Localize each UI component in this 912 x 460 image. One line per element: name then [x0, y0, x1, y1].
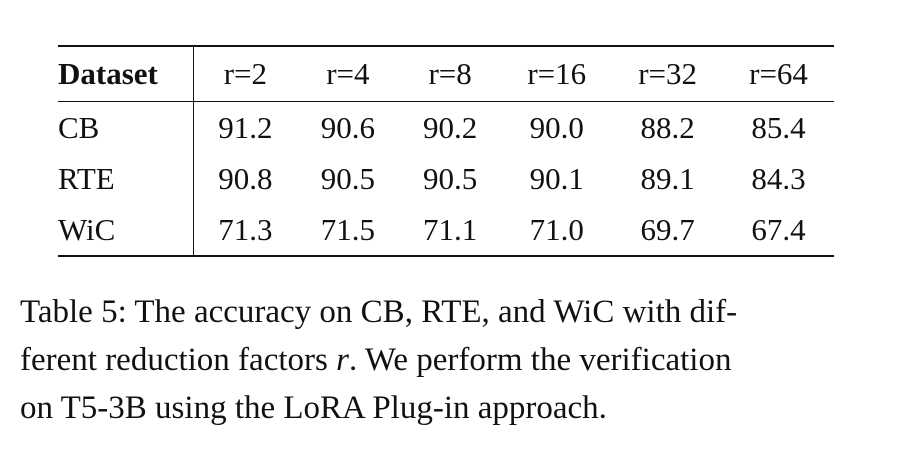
- table-cell: 90.5: [423, 160, 478, 196]
- caption-line-3: on T5-3B using the LoRA Plug-in approach…: [20, 390, 607, 426]
- caption-line-1: Table 5: The accuracy on CB, RTE, and Wi…: [20, 294, 738, 330]
- table-header-row: Dataset r=2 r=4 r=8 r=16 r=32 r=64: [58, 46, 834, 102]
- table-cell: 84.3: [751, 160, 806, 196]
- table-row: CB 91.2 90.6 90.2 90.0 88.2 85.4: [58, 101, 834, 153]
- table-cell: 71.0: [529, 211, 584, 247]
- table-row: WiC 71.3 71.5 71.1 71.0 69.7 67.4: [58, 204, 834, 256]
- caption-line-2: ferent reduction factors r. We perform t…: [20, 336, 900, 384]
- table-cell: 91.2: [218, 109, 273, 145]
- table-caption: Table 5: The accuracy on CB, RTE, and Wi…: [20, 288, 900, 432]
- table-cell: 71.1: [423, 211, 478, 247]
- header-r32: r=32: [638, 56, 698, 91]
- row-label: RTE: [58, 153, 194, 204]
- table-cell: 71.3: [218, 211, 273, 247]
- header-r16: r=16: [527, 56, 587, 91]
- table-cell: 90.6: [320, 109, 375, 145]
- table-cell: 90.5: [320, 160, 375, 196]
- table-cell: 69.7: [640, 211, 695, 247]
- table-cell: 90.0: [529, 109, 584, 145]
- table-cell: 90.1: [529, 160, 584, 196]
- row-label: WiC: [58, 204, 194, 256]
- table-cell: 89.1: [640, 160, 695, 196]
- table-cell: 71.5: [320, 211, 375, 247]
- table-cell: 90.2: [423, 109, 478, 145]
- table-row: RTE 90.8 90.5 90.5 90.1 89.1 84.3: [58, 153, 834, 204]
- header-r4: r=4: [326, 56, 370, 91]
- row-label: CB: [58, 101, 194, 153]
- results-table: Dataset r=2 r=4 r=8 r=16 r=32 r=64 CB 91…: [58, 45, 834, 257]
- header-dataset: Dataset: [58, 46, 194, 102]
- table-cell: 88.2: [640, 109, 695, 145]
- header-r2: r=2: [223, 56, 268, 91]
- header-r8: r=8: [428, 56, 472, 91]
- table-cell: 85.4: [751, 109, 806, 145]
- caption-variable-r: r: [336, 342, 349, 378]
- caption-line-2-start: ferent reduction factors: [20, 342, 337, 378]
- caption-line-2-end: . We perform the verification: [348, 342, 732, 378]
- header-r64: r=64: [749, 56, 808, 91]
- table-cell: 67.4: [751, 211, 806, 247]
- results-table-container: Dataset r=2 r=4 r=8 r=16 r=32 r=64 CB 91…: [58, 45, 834, 257]
- table-cell: 90.8: [218, 160, 273, 196]
